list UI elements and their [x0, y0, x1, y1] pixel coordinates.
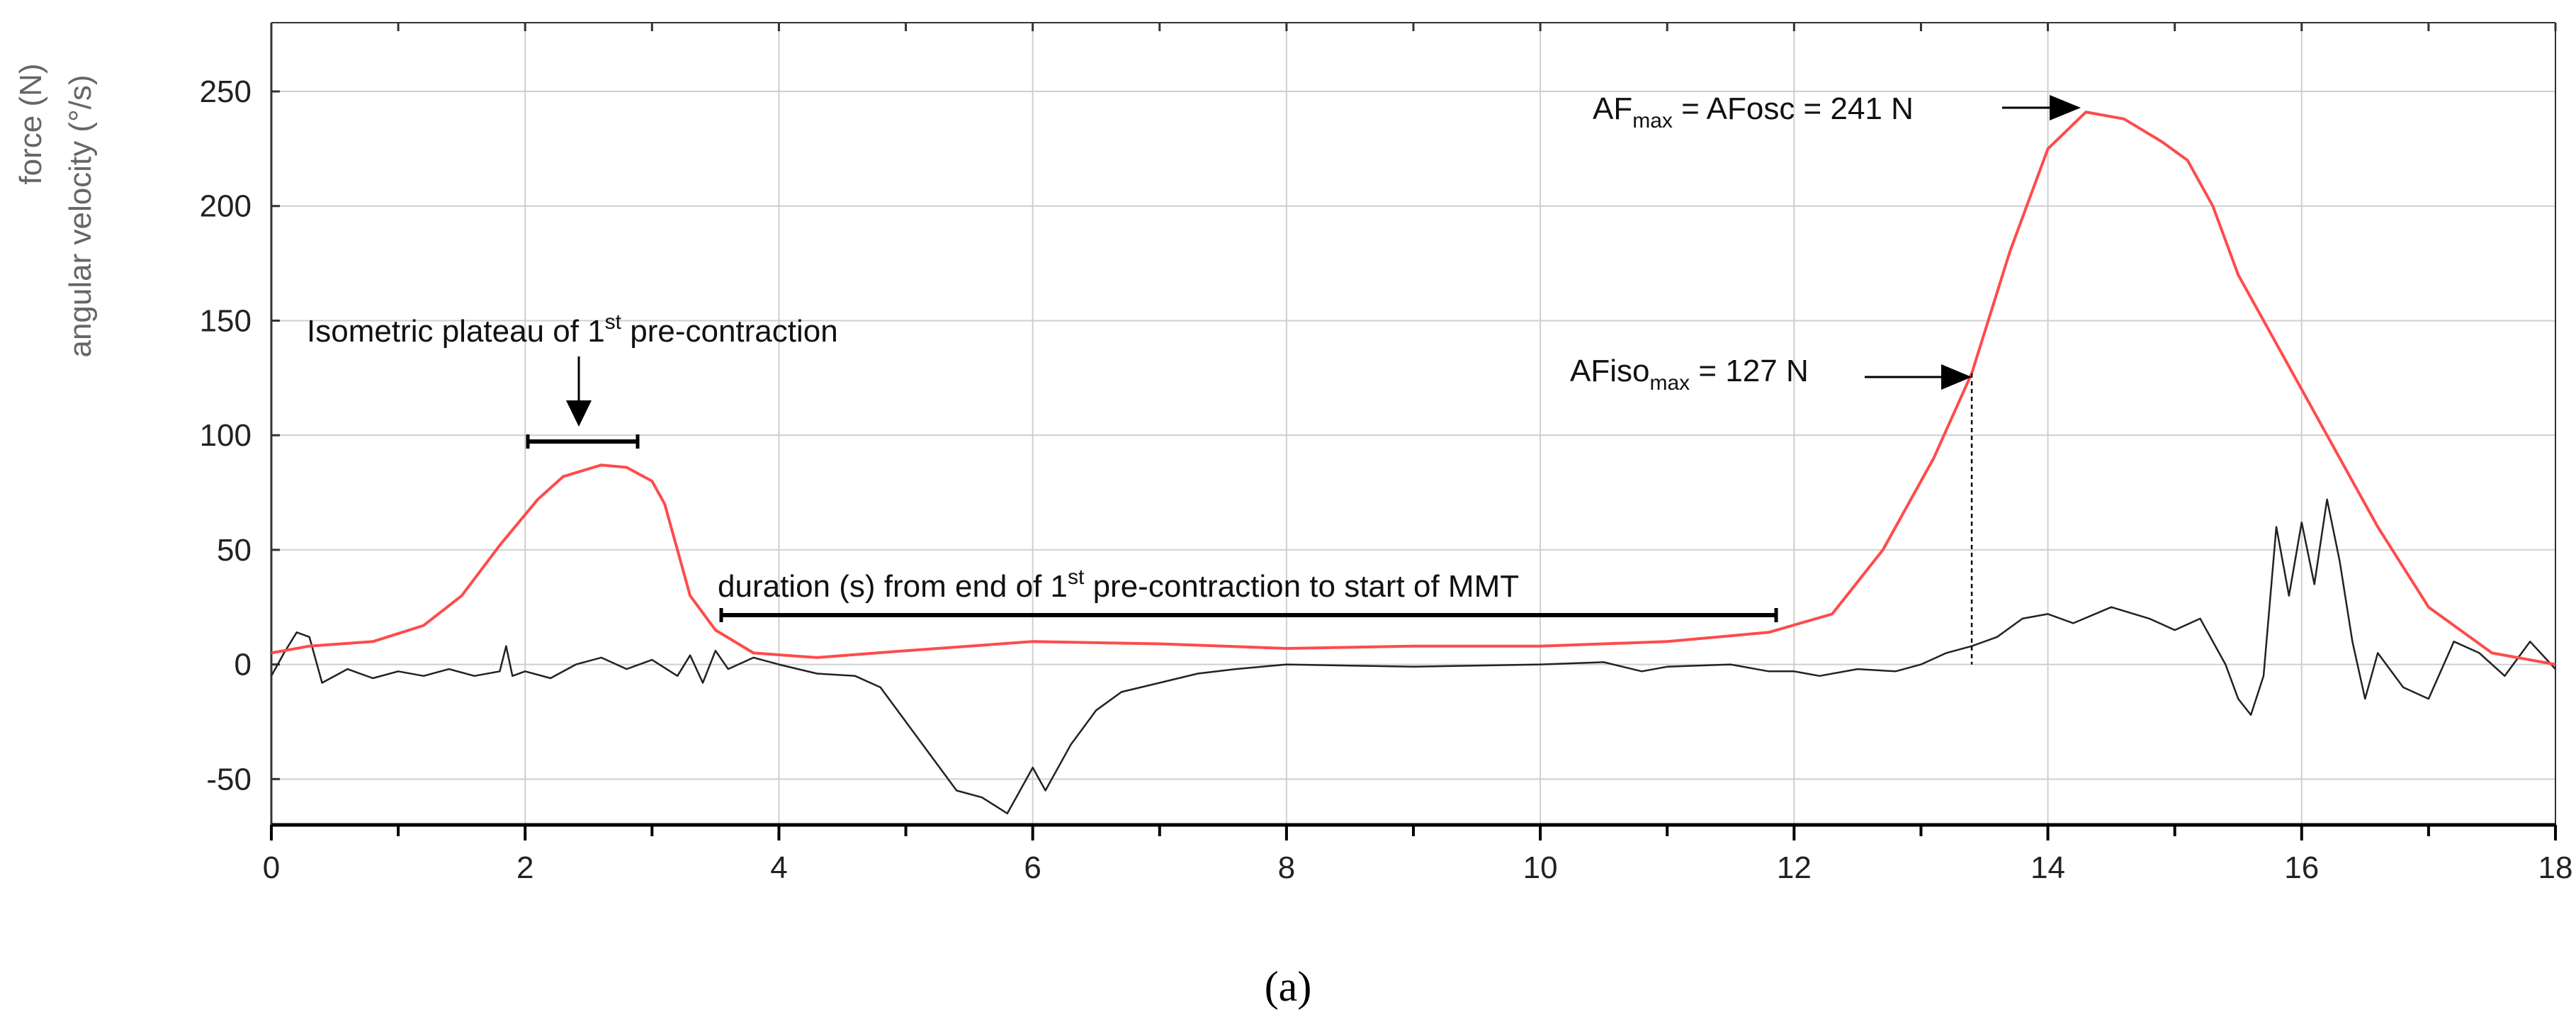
y-axis-ticks: -50 0 50 100 150 200 250	[200, 74, 280, 797]
x-tick-label-18: 18	[2538, 850, 2573, 885]
annotation-afiso-arrowhead	[1941, 364, 1972, 390]
x-tick-label-16: 16	[2284, 850, 2319, 885]
x-tick-label-8: 8	[1278, 850, 1295, 885]
y-tick-label-150: 150	[200, 303, 252, 338]
y-tick-label-250: 250	[200, 74, 252, 109]
x-tick-label-6: 6	[1024, 850, 1041, 885]
y-tick-label--50: -50	[206, 762, 252, 797]
series-line-1	[270, 498, 2556, 815]
annotation-plateau-arrowhead	[566, 400, 592, 427]
x-tick-label-2: 2	[516, 850, 533, 885]
y-tick-label-100: 100	[200, 418, 252, 453]
y-tick-label-200: 200	[200, 189, 252, 224]
annotation-afmax-arrowhead	[2050, 95, 2081, 120]
y-axis-label-force: force (N)	[13, 63, 48, 184]
series-lines	[270, 111, 2556, 815]
annotation-afmax-text: AFmax = AFosc = 241 N	[1593, 91, 1914, 133]
x-axis-ticks: 0 2 4 6 8 10 12 14 16 18	[263, 825, 2573, 885]
x-tick-label-4: 4	[770, 850, 787, 885]
annotation-afiso-text: AFisomax = 127 N	[1570, 354, 1809, 395]
x-tick-label-10: 10	[1523, 850, 1558, 885]
figure-caption: (a)	[1265, 963, 1312, 1010]
y-tick-label-0: 0	[235, 648, 252, 682]
y-tick-label-50: 50	[217, 533, 252, 568]
x-tick-label-14: 14	[2030, 850, 2065, 885]
annotation-duration-text: duration (s) from end of 1st pre-contrac…	[718, 566, 1519, 604]
x-tick-label-12: 12	[1777, 850, 1812, 885]
gridlines	[271, 23, 2555, 825]
y-axis-label-angular-velocity: angular velocity (°/s)	[63, 74, 98, 357]
series-line-0	[271, 111, 2556, 666]
x-tick-label-0: 0	[263, 850, 280, 885]
annotation-plateau-text: Isometric plateau of 1st pre-contraction	[307, 310, 838, 349]
